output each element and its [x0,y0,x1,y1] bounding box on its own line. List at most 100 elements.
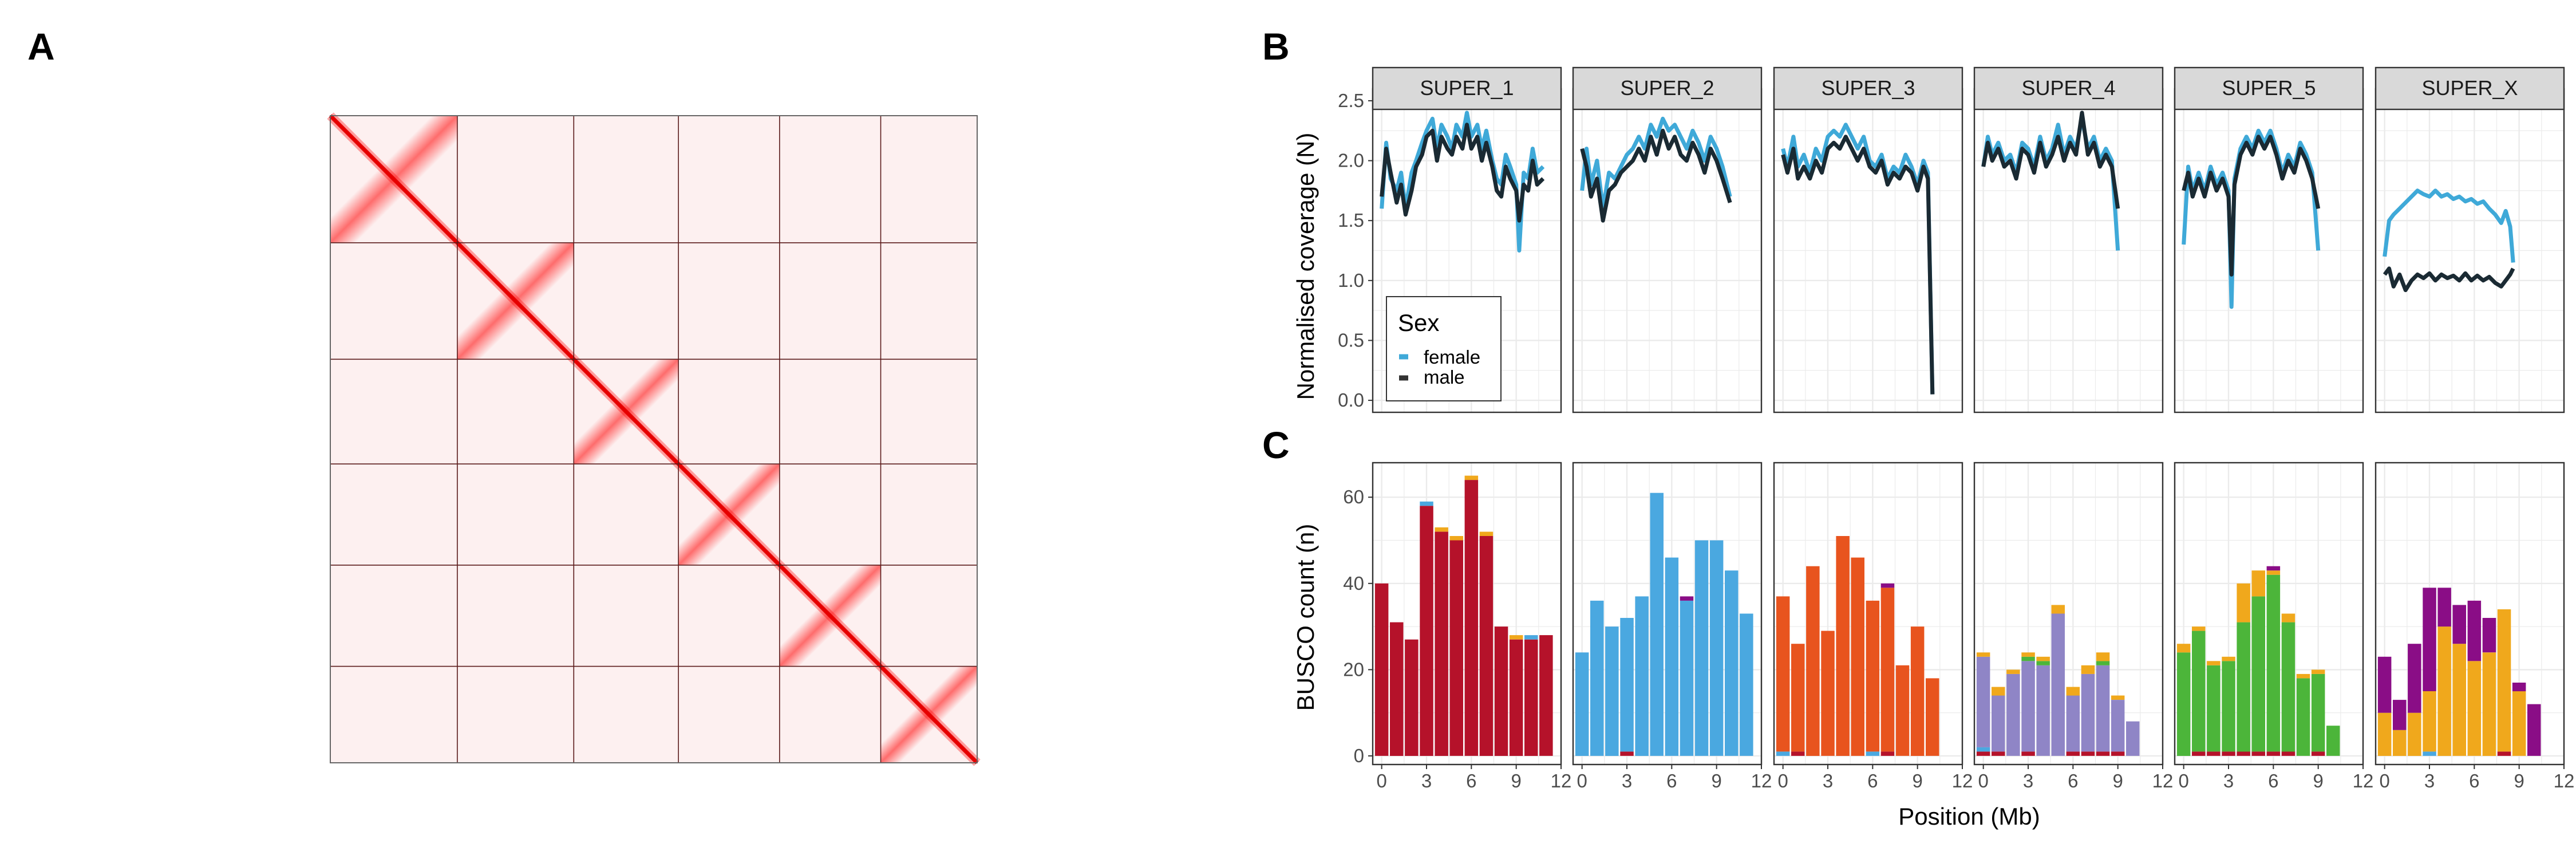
strip-label: SUPER_1 [1420,76,1514,100]
busco-bar-segment [2423,691,2436,752]
busco-bar-segment [2192,631,2206,752]
busco-bar-segment [2311,673,2325,752]
busco-bar-segment [2066,751,2080,756]
busco-bar-segment [2408,644,2421,713]
busco-bar-segment [2237,622,2250,752]
x-tick-label: 6 [1867,770,1878,791]
busco-bar-segment [1910,626,1925,756]
busco-bar-segment [2452,605,2466,644]
x-tick-label: 9 [1711,770,1721,791]
coverage-line-male [1580,128,1732,223]
busco-bar-segment [2467,661,2482,756]
busco-bar-segment [1509,635,1523,640]
x-axis-title: Position (Mb) [1898,803,2040,830]
busco-bar-segment [1635,596,1649,756]
x-tick-label: 3 [2023,770,2033,791]
x-tick-label: 9 [2313,770,2323,791]
busco-bar-segment [1435,531,1448,756]
busco-bar-segment [2096,661,2110,665]
busco-bar-segment [2021,652,2035,657]
strip-SUPER_2 [1572,66,1763,111]
busco-bar-segment [2207,751,2221,756]
busco-bar-segment [1420,506,1433,756]
x-tick-label: 3 [1421,770,1432,791]
x-tick-label: 12 [1952,770,1973,791]
coverage-line-female [2383,188,2515,263]
strip-label: SUPER_5 [2222,76,2316,100]
busco-bar-segment [2111,700,2125,752]
busco-bar-segment [1680,596,1694,601]
busco-bar-segment [2051,613,2065,756]
busco-bar-segment [2281,613,2296,622]
busco-bar-segment [1449,536,1463,541]
busco-bar-segment [1791,644,1805,752]
coverage-line-female [1781,123,1935,395]
busco-bar-segment [1976,652,1990,657]
busco-bar-segment [2192,751,2206,756]
busco-bar-segment [2207,665,2221,752]
busco-bar-segment [2482,652,2496,756]
busco-bar-segment [1992,687,2005,696]
strip-SUPER_3 [1773,66,1963,111]
busco-bar-segment [2377,656,2392,713]
panel-label-a: A [27,25,55,68]
busco-y-tick-label: 0 [1354,745,1364,766]
coverage-y-axis-title: Normalised coverage (N) [1292,133,1319,400]
busco-y-tick-label: 40 [1343,573,1364,594]
busco-bar-segment [1390,622,1404,756]
busco-panel-frame [1773,462,1963,766]
busco-bar-segment [2222,656,2235,661]
panel-label-b: B [1262,25,1290,68]
busco-bar-segment [1694,540,1709,756]
busco-bar-segment [2266,751,2281,756]
busco-bar-segment [2021,661,2035,752]
coverage-line-male [2182,135,2321,277]
x-tick-label: 0 [2178,770,2188,791]
busco-bar-segment [2408,712,2421,756]
legend-box [1386,296,1502,401]
x-tick-label: 6 [2469,770,2479,791]
coverage-y-tick-label: 0.5 [1338,329,1364,350]
busco-bar-segment [2096,665,2110,752]
busco-bar-segment [2036,656,2050,661]
busco-bar-segment [1976,747,1990,752]
busco-bar-segment [2281,622,2296,752]
busco-bar-segment [2096,652,2110,661]
busco-bar-segment [2081,751,2095,756]
busco-bar-segment [1791,751,1805,756]
busco-bar-segment [2251,570,2265,597]
busco-bar-segment [1821,631,1835,756]
hic-diagonal [329,114,979,765]
busco-plot: 0 3 6 9 12 0 3 6 9 12 0 3 6 9 12 0 3 6 9 12 0 3 6 9 12 0 3 6 9 120204… [1343,462,2574,791]
strip-label: SUPER_X [2421,76,2518,100]
busco-bar-segment [2512,691,2526,756]
strip-SUPER_5 [2174,66,2364,111]
busco-bar-segment [2497,751,2511,756]
x-tick-label: 0 [1376,770,1386,791]
busco-bar-segment [2296,678,2310,756]
x-tick-label: 0 [1577,770,1587,791]
coverage-line-male [2383,266,2515,293]
busco-bar-segment [2006,673,2020,756]
coverage-line-female [1580,116,1732,211]
strip-SUPER_4 [1973,66,2164,111]
busco-panel-frame [2374,462,2565,766]
busco-bar-segment [1880,588,1895,752]
legend-title: Sex [1398,309,1439,336]
busco-bar-segment [1509,639,1523,756]
x-tick-label: 6 [1666,770,1677,791]
busco-bar-segment [2296,673,2310,679]
x-tick-label: 3 [1622,770,1632,791]
busco-bar-segment [2437,626,2451,756]
busco-bar-segment [1665,557,1679,756]
x-tick-label: 6 [2068,770,2078,791]
busco-bar-segment [2281,751,2296,756]
busco-bar-segment [1740,613,1753,756]
busco-y-tick-label: 60 [1343,486,1364,507]
busco-bar-segment [2497,609,2511,752]
busco-bar-segment [2251,751,2265,756]
coverage-y-tick-label: 1.5 [1338,210,1364,231]
busco-bar-segment [2111,751,2125,756]
busco-bar-segment [2393,700,2407,730]
